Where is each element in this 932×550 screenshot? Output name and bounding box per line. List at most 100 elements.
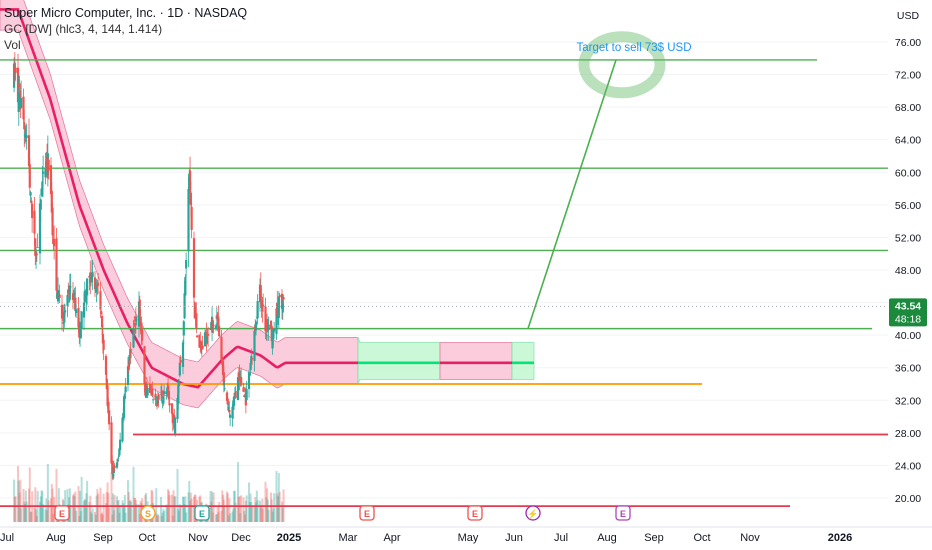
volume-bar bbox=[90, 511, 93, 522]
volume-bar bbox=[281, 507, 284, 522]
volume-bar bbox=[178, 510, 181, 522]
volume-bar bbox=[16, 465, 19, 522]
time-tick-label: Sep bbox=[644, 532, 664, 544]
volume-bar bbox=[231, 511, 234, 522]
time-tick-label: Aug bbox=[597, 532, 617, 544]
candle-body bbox=[128, 354, 131, 365]
candle-body bbox=[184, 277, 187, 296]
event-marker-letter: E bbox=[59, 509, 65, 519]
candle-body bbox=[168, 403, 171, 406]
candle-body bbox=[63, 304, 66, 323]
candle-body bbox=[99, 291, 102, 310]
volume-bar bbox=[267, 509, 270, 522]
candle-body bbox=[78, 324, 82, 339]
candle-body bbox=[203, 332, 207, 347]
candle-body bbox=[156, 395, 159, 405]
candle-body bbox=[130, 349, 133, 351]
candle-body bbox=[264, 306, 267, 332]
volume-bar bbox=[112, 493, 115, 522]
volume-bar bbox=[46, 464, 49, 522]
volume-legend[interactable]: Vol bbox=[4, 38, 21, 52]
horizontal-levels[interactable] bbox=[0, 59, 888, 508]
volume-bar bbox=[119, 505, 122, 522]
volume-bar bbox=[17, 480, 20, 522]
candle-body bbox=[253, 330, 256, 362]
event-markers[interactable]: E S E E E ⚡ E bbox=[54, 505, 631, 521]
grid bbox=[0, 41, 888, 499]
time-tick-label: Aug bbox=[46, 532, 66, 544]
candle-body bbox=[14, 67, 17, 73]
indicator-legend[interactable]: GC [DW] (hlc3, 4, 144, 1.414) bbox=[4, 22, 163, 36]
volume-bar bbox=[229, 513, 232, 522]
event-marker-earnings[interactable] bbox=[359, 505, 375, 521]
candle-body bbox=[211, 323, 214, 327]
volume-bar bbox=[19, 479, 22, 522]
candle-body bbox=[30, 200, 33, 203]
volume-bar bbox=[57, 488, 60, 522]
volume-bar bbox=[226, 493, 229, 522]
volume-bar bbox=[129, 499, 132, 522]
event-marker-earnings-upcoming[interactable] bbox=[615, 505, 631, 521]
projection-line[interactable] bbox=[527, 59, 617, 329]
volume-bar bbox=[234, 502, 237, 522]
time-tick-label: May bbox=[458, 532, 479, 544]
price-tick-label: 24.00 bbox=[895, 460, 921, 472]
candle-body bbox=[210, 316, 214, 330]
candle-body bbox=[55, 238, 58, 291]
candle-body bbox=[133, 323, 137, 325]
volume-bar bbox=[178, 504, 181, 522]
candle-body bbox=[100, 316, 104, 328]
volume-bar bbox=[155, 488, 158, 522]
volume-bar bbox=[157, 515, 160, 522]
candle-body bbox=[51, 207, 54, 236]
candle-body bbox=[17, 93, 20, 112]
event-marker-split[interactable] bbox=[140, 505, 156, 521]
volume-bar bbox=[33, 507, 36, 522]
event-marker-earnings[interactable] bbox=[467, 505, 483, 521]
candle-body bbox=[218, 326, 221, 337]
time-axis[interactable]: Jul Aug Sep Oct Nov Dec 2025 Mar Apr May Jun Jul Aug… bbox=[0, 526, 932, 544]
candle-body bbox=[36, 247, 39, 248]
projection-line[interactable] bbox=[527, 31, 666, 329]
volume-bar bbox=[84, 499, 87, 522]
candle-body bbox=[85, 290, 88, 303]
candle-body bbox=[165, 391, 168, 394]
time-tick-label: 2026 bbox=[828, 532, 852, 544]
candle-body bbox=[126, 366, 130, 385]
volume-bar bbox=[94, 514, 97, 522]
volume-bar bbox=[68, 488, 71, 522]
volume-bar bbox=[220, 510, 223, 522]
last-price-badge[interactable] bbox=[889, 298, 927, 327]
candle-body bbox=[163, 391, 166, 394]
candle-body bbox=[262, 304, 265, 307]
candle-body bbox=[207, 333, 210, 336]
candle-body bbox=[231, 406, 234, 419]
symbol-title[interactable]: Super Micro Computer, Inc. · 1D · NASDAQ bbox=[4, 6, 248, 20]
candle-body bbox=[144, 381, 147, 396]
volume-bar bbox=[228, 498, 231, 522]
volume-bar bbox=[82, 500, 85, 522]
volume-bar bbox=[106, 482, 109, 522]
candle-body bbox=[267, 324, 270, 331]
volume-bar bbox=[138, 513, 141, 522]
event-marker-letter: E bbox=[364, 509, 370, 519]
volume-bar bbox=[101, 514, 104, 522]
event-marker-dividend-or-news[interactable] bbox=[525, 505, 541, 521]
time-tick-label: Nov bbox=[188, 532, 208, 544]
candle-body bbox=[190, 206, 193, 230]
band-fill-up bbox=[511, 342, 535, 380]
candle-body bbox=[57, 293, 60, 295]
volume-bar bbox=[170, 494, 173, 522]
price-tick-label: 20.00 bbox=[895, 493, 921, 505]
volume-bar bbox=[189, 492, 192, 522]
candle-body bbox=[119, 439, 122, 451]
time-tick-label: Sep bbox=[93, 532, 113, 544]
candle-body bbox=[116, 459, 119, 462]
volume-bar bbox=[123, 494, 126, 522]
event-marker-earnings[interactable] bbox=[194, 505, 210, 521]
candle-body bbox=[118, 448, 121, 456]
volume-bar bbox=[90, 513, 93, 522]
event-marker-earnings[interactable] bbox=[54, 505, 70, 521]
